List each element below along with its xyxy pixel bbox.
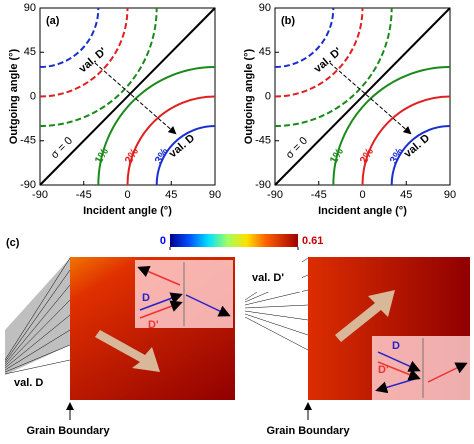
flow-arrow xyxy=(95,330,160,372)
arrow-d xyxy=(139,292,183,311)
diagonal xyxy=(39,7,216,186)
label-val-dp: val. D' xyxy=(252,272,284,284)
diagonal xyxy=(274,7,451,186)
y-axis-label: Outgoing angle (°) xyxy=(243,48,255,144)
contour-dashed xyxy=(274,7,335,68)
y-tick-label: -45 xyxy=(255,135,271,147)
arrow-d2 xyxy=(185,294,231,317)
y-tick-label: -90 xyxy=(20,179,36,191)
contour-solid xyxy=(97,66,216,186)
x-tick-label: -90 xyxy=(32,189,48,201)
y-tick-label: 45 xyxy=(259,46,271,58)
panel: -90 -45 0 45 90 -90 -45 0 45 90 Incident angle (°)… xyxy=(243,2,456,217)
x-tick-label: 90 xyxy=(209,189,221,201)
y-tick-label: 90 xyxy=(24,2,36,14)
grain-left xyxy=(5,257,70,400)
y-tick-label: 90 xyxy=(259,2,271,14)
contour-solid xyxy=(332,66,451,186)
colorbar-label: 0 xyxy=(160,235,166,247)
x-tick-label: -45 xyxy=(76,189,92,201)
arrow-dp2 xyxy=(139,300,183,319)
arrow-d xyxy=(377,351,421,372)
colorbar xyxy=(170,234,298,247)
panel-label: (c) xyxy=(6,237,20,249)
y-tick-label: -90 xyxy=(255,179,271,191)
gb-label: Grain Boundary xyxy=(266,425,350,437)
contour-solid xyxy=(390,125,451,186)
label-dp: D' xyxy=(148,319,159,331)
label-panel: (b) xyxy=(281,15,295,27)
y-tick-label: 0 xyxy=(30,90,36,102)
arrow-dp2 xyxy=(377,361,421,381)
label-bg xyxy=(244,262,302,292)
flow-arrow xyxy=(335,290,395,342)
gb-label: Grain Boundary xyxy=(26,425,110,437)
arrow-dp xyxy=(427,362,468,383)
x-tick-label: 45 xyxy=(165,189,177,201)
y-tick-label: -45 xyxy=(20,135,36,147)
contour-solid xyxy=(126,95,216,186)
fan-shade xyxy=(5,258,70,375)
x-tick-label: -90 xyxy=(267,189,283,201)
contour-dashed xyxy=(274,7,393,127)
y-axis-label: Outgoing angle (°) xyxy=(8,48,20,144)
x-axis-label: Incident angle (°) xyxy=(83,205,172,217)
colorbar-label: 0.61 xyxy=(302,235,323,247)
panel: -90 -45 0 45 90 -90 -45 0 45 90 Incident angle (°)… xyxy=(8,2,221,217)
contour-dashed xyxy=(274,7,364,98)
x-tick-label: 0 xyxy=(359,189,365,201)
fan-left xyxy=(4,257,71,375)
contour-solid xyxy=(361,95,451,186)
x-tick-label: 90 xyxy=(444,189,456,201)
contour-solid xyxy=(155,125,216,186)
y-tick-label: 0 xyxy=(265,90,271,102)
x-tick-label: 45 xyxy=(400,189,412,201)
y-tick-label: 45 xyxy=(24,46,36,58)
label-panel: (a) xyxy=(46,15,60,27)
contour-dashed xyxy=(39,7,158,127)
contour-dashed xyxy=(39,7,129,98)
arrow-dp xyxy=(137,265,181,286)
x-tick-label: 0 xyxy=(124,189,130,201)
label-d: D xyxy=(142,292,150,304)
label-d: D xyxy=(392,340,400,352)
x-axis-label: Incident angle (°) xyxy=(318,205,407,217)
x-tick-label: -45 xyxy=(311,189,327,201)
contour-dashed xyxy=(39,7,100,68)
label-val-d: val. D xyxy=(14,377,43,389)
label-dp: D' xyxy=(378,364,389,376)
